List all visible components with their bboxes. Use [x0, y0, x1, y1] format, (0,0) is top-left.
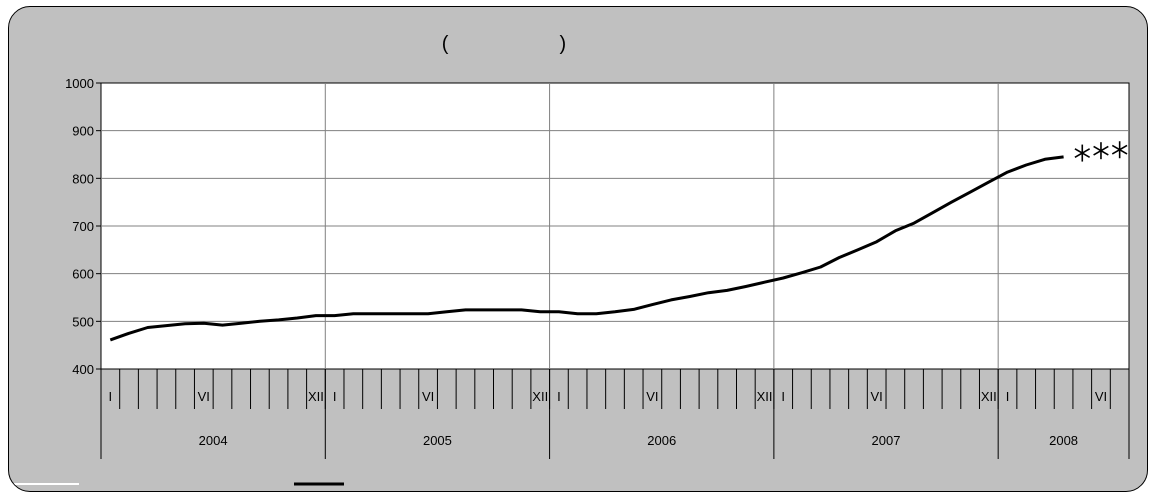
series-line [109, 155, 1064, 342]
month-label: I [1006, 389, 1010, 404]
year-label: 2006 [647, 433, 676, 448]
month-label: XII [981, 389, 997, 404]
month-label: I [109, 389, 113, 404]
month-label: XII [532, 389, 548, 404]
y-tick-label: 700 [72, 219, 94, 234]
month-label: I [781, 389, 785, 404]
forecast-marker [1093, 142, 1109, 160]
month-label: VI [646, 389, 658, 404]
month-label: I [557, 389, 561, 404]
year-label: 2005 [423, 433, 452, 448]
month-label: VI [871, 389, 883, 404]
month-label: XII [757, 389, 773, 404]
month-label: VI [198, 389, 210, 404]
year-label: 2007 [872, 433, 901, 448]
forecast-marker [1074, 144, 1091, 162]
month-label: VI [1095, 389, 1107, 404]
y-tick-label: 600 [72, 267, 94, 282]
year-label: 2008 [1049, 433, 1078, 448]
month-label: VI [422, 389, 434, 404]
chart-title: ( ) [442, 33, 566, 55]
month-label: I [333, 389, 337, 404]
year-label: 2004 [199, 433, 228, 448]
y-tick-label: 400 [72, 362, 94, 377]
y-tick-label: 900 [72, 124, 94, 139]
series-layer [109, 141, 1128, 342]
y-tick-label: 800 [72, 171, 94, 186]
chart-frame: ( ) 1000 900 800 700 600 500 400 I VI XII I VI XII I… [8, 6, 1148, 492]
y-tick-label: 500 [72, 314, 94, 329]
month-label: XII [308, 389, 324, 404]
y-tick-label: 1000 [65, 76, 94, 91]
y-axis: 1000 900 800 700 600 500 400 [65, 76, 101, 377]
x-axis: I VI XII I VI XII I VI XII I VI XII I VI 2004 2005 2006 2… [100, 369, 1130, 459]
forecast-marker [1111, 141, 1128, 159]
